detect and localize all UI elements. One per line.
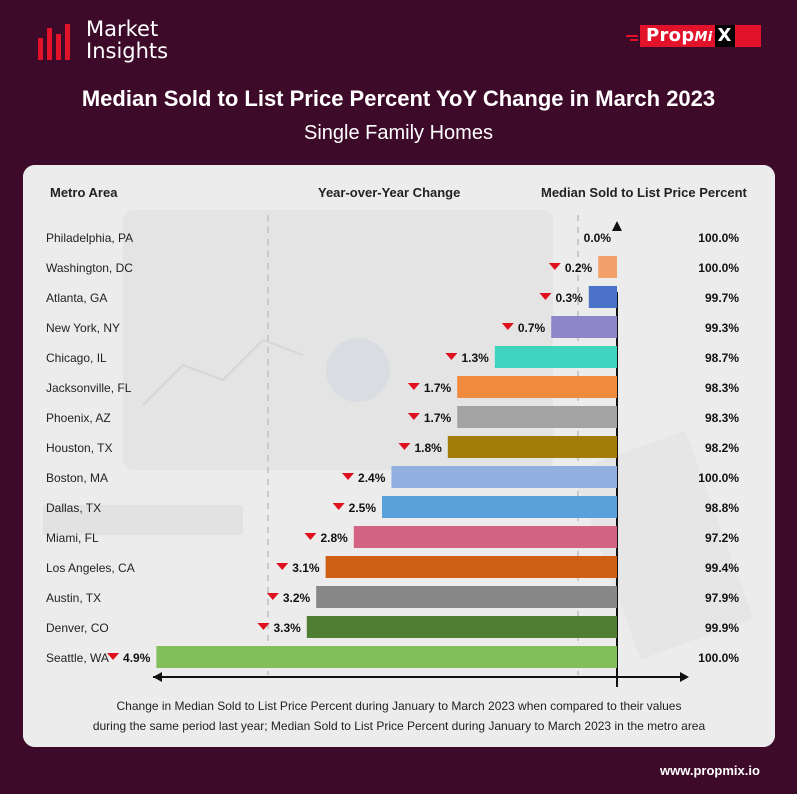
median-value-label: 99.9% bbox=[705, 621, 739, 635]
propmix-logo: PropMi X bbox=[624, 25, 761, 47]
metro-label: Washington, DC bbox=[46, 261, 133, 275]
decrease-arrow-icon bbox=[276, 563, 289, 570]
yoy-bar bbox=[447, 436, 617, 458]
yoy-value-label: 0.2% bbox=[565, 261, 593, 275]
page-subtitle: Single Family Homes bbox=[304, 122, 493, 144]
yoy-value-label: 3.2% bbox=[283, 591, 311, 605]
decrease-arrow-icon bbox=[539, 293, 552, 300]
yoy-value-label: 3.3% bbox=[273, 621, 301, 635]
metro-label: Los Angeles, CA bbox=[46, 561, 135, 575]
median-value-label: 99.7% bbox=[705, 291, 739, 305]
median-value-label: 100.0% bbox=[698, 651, 739, 665]
median-value-label: 100.0% bbox=[698, 261, 739, 275]
footnote-line2: during the same period last year; Median… bbox=[92, 719, 706, 733]
yoy-value-label: 4.9% bbox=[123, 651, 151, 665]
column-header-yoy: Year-over-Year Change bbox=[318, 185, 461, 200]
median-value-label: 100.0% bbox=[698, 231, 739, 245]
yoy-value-label: 0.0% bbox=[584, 231, 612, 245]
yoy-bar bbox=[494, 346, 617, 368]
median-value-label: 98.3% bbox=[705, 411, 739, 425]
yoy-value-label: 2.5% bbox=[349, 501, 377, 515]
metro-label: Seattle, WA bbox=[46, 651, 109, 665]
propmix-pixel-icon bbox=[626, 35, 638, 41]
footnote-line1: Change in Median Sold to List Price Perc… bbox=[116, 699, 682, 713]
metro-label: Philadelphia, PA bbox=[46, 231, 133, 245]
yoy-value-label: 2.4% bbox=[358, 471, 386, 485]
metro-label: Dallas, TX bbox=[46, 501, 101, 515]
decrease-arrow-icon bbox=[332, 503, 345, 510]
decrease-arrow-icon bbox=[445, 353, 458, 360]
yoy-bar bbox=[391, 466, 617, 488]
yoy-bar bbox=[588, 286, 617, 308]
median-value-label: 98.7% bbox=[705, 351, 739, 365]
logo-line1: Market bbox=[86, 17, 159, 41]
median-value-label: 98.2% bbox=[705, 441, 739, 455]
yoy-value-label: 0.7% bbox=[518, 321, 546, 335]
metro-label: Phoenix, AZ bbox=[46, 411, 111, 425]
yoy-bar-chart: Philadelphia, PA 0.0% 100.0% Washington, DC… bbox=[46, 221, 739, 687]
decrease-arrow-icon bbox=[257, 623, 270, 630]
median-value-label: 98.3% bbox=[705, 381, 739, 395]
yoy-value-label: 1.7% bbox=[424, 381, 452, 395]
metro-label: Denver, CO bbox=[46, 621, 109, 635]
yoy-bar bbox=[306, 616, 617, 638]
metro-label: New York, NY bbox=[46, 321, 120, 335]
median-value-label: 97.9% bbox=[705, 591, 739, 605]
yoy-bar bbox=[325, 556, 617, 578]
propmix-wordmark: PropMi X bbox=[640, 25, 761, 47]
market-insights-logo: Market Insights bbox=[38, 18, 168, 62]
metro-label: Miami, FL bbox=[46, 531, 99, 545]
metro-label: Jacksonville, FL bbox=[46, 381, 132, 395]
x-axis-right-arrow-icon bbox=[680, 672, 689, 682]
yoy-value-label: 1.8% bbox=[414, 441, 442, 455]
yoy-value-label: 3.1% bbox=[292, 561, 320, 575]
yoy-value-label: 1.7% bbox=[424, 411, 452, 425]
footnote: Change in Median Sold to List Price Perc… bbox=[23, 696, 775, 736]
website-url: www.propmix.io bbox=[660, 763, 760, 778]
logo-line2: Insights bbox=[86, 39, 169, 63]
yoy-value-label: 0.3% bbox=[555, 291, 583, 305]
logo-text: Market Insights bbox=[86, 18, 168, 62]
decrease-arrow-icon bbox=[407, 383, 420, 390]
metro-label: Chicago, IL bbox=[46, 351, 107, 365]
column-header-metro: Metro Area bbox=[50, 185, 118, 200]
decrease-arrow-icon bbox=[501, 323, 514, 330]
metro-label: Houston, TX bbox=[46, 441, 112, 455]
median-value-label: 97.2% bbox=[705, 531, 739, 545]
column-header-median: Median Sold to List Price Percent bbox=[541, 185, 747, 200]
y-axis-arrow-icon bbox=[612, 221, 622, 231]
yoy-bar bbox=[316, 586, 617, 608]
median-value-label: 99.3% bbox=[705, 321, 739, 335]
yoy-bar bbox=[457, 376, 617, 398]
yoy-bar bbox=[156, 646, 617, 668]
yoy-bar bbox=[551, 316, 617, 338]
yoy-bar bbox=[457, 406, 617, 428]
decrease-arrow-icon bbox=[342, 473, 355, 480]
yoy-value-label: 2.8% bbox=[320, 531, 348, 545]
median-value-label: 100.0% bbox=[698, 471, 739, 485]
decrease-arrow-icon bbox=[304, 533, 317, 540]
chart-card: Metro Area Year-over-Year Change Median … bbox=[23, 165, 775, 747]
bar-chart-logo-icon bbox=[38, 24, 70, 60]
page-title: Median Sold to List Price Percent YoY Ch… bbox=[81, 86, 716, 111]
yoy-bar bbox=[382, 496, 617, 518]
yoy-bar bbox=[353, 526, 617, 548]
yoy-bar bbox=[598, 256, 617, 278]
decrease-arrow-icon bbox=[398, 443, 411, 450]
decrease-arrow-icon bbox=[548, 263, 561, 270]
median-value-label: 98.8% bbox=[705, 501, 739, 515]
yoy-value-label: 1.3% bbox=[461, 351, 489, 365]
metro-label: Austin, TX bbox=[46, 591, 101, 605]
x-axis-left-arrow-icon bbox=[153, 672, 162, 682]
metro-label: Boston, MA bbox=[46, 471, 108, 485]
decrease-arrow-icon bbox=[407, 413, 420, 420]
median-value-label: 99.4% bbox=[705, 561, 739, 575]
decrease-arrow-icon bbox=[266, 593, 279, 600]
metro-label: Atlanta, GA bbox=[46, 291, 107, 305]
decrease-arrow-icon bbox=[107, 653, 120, 660]
